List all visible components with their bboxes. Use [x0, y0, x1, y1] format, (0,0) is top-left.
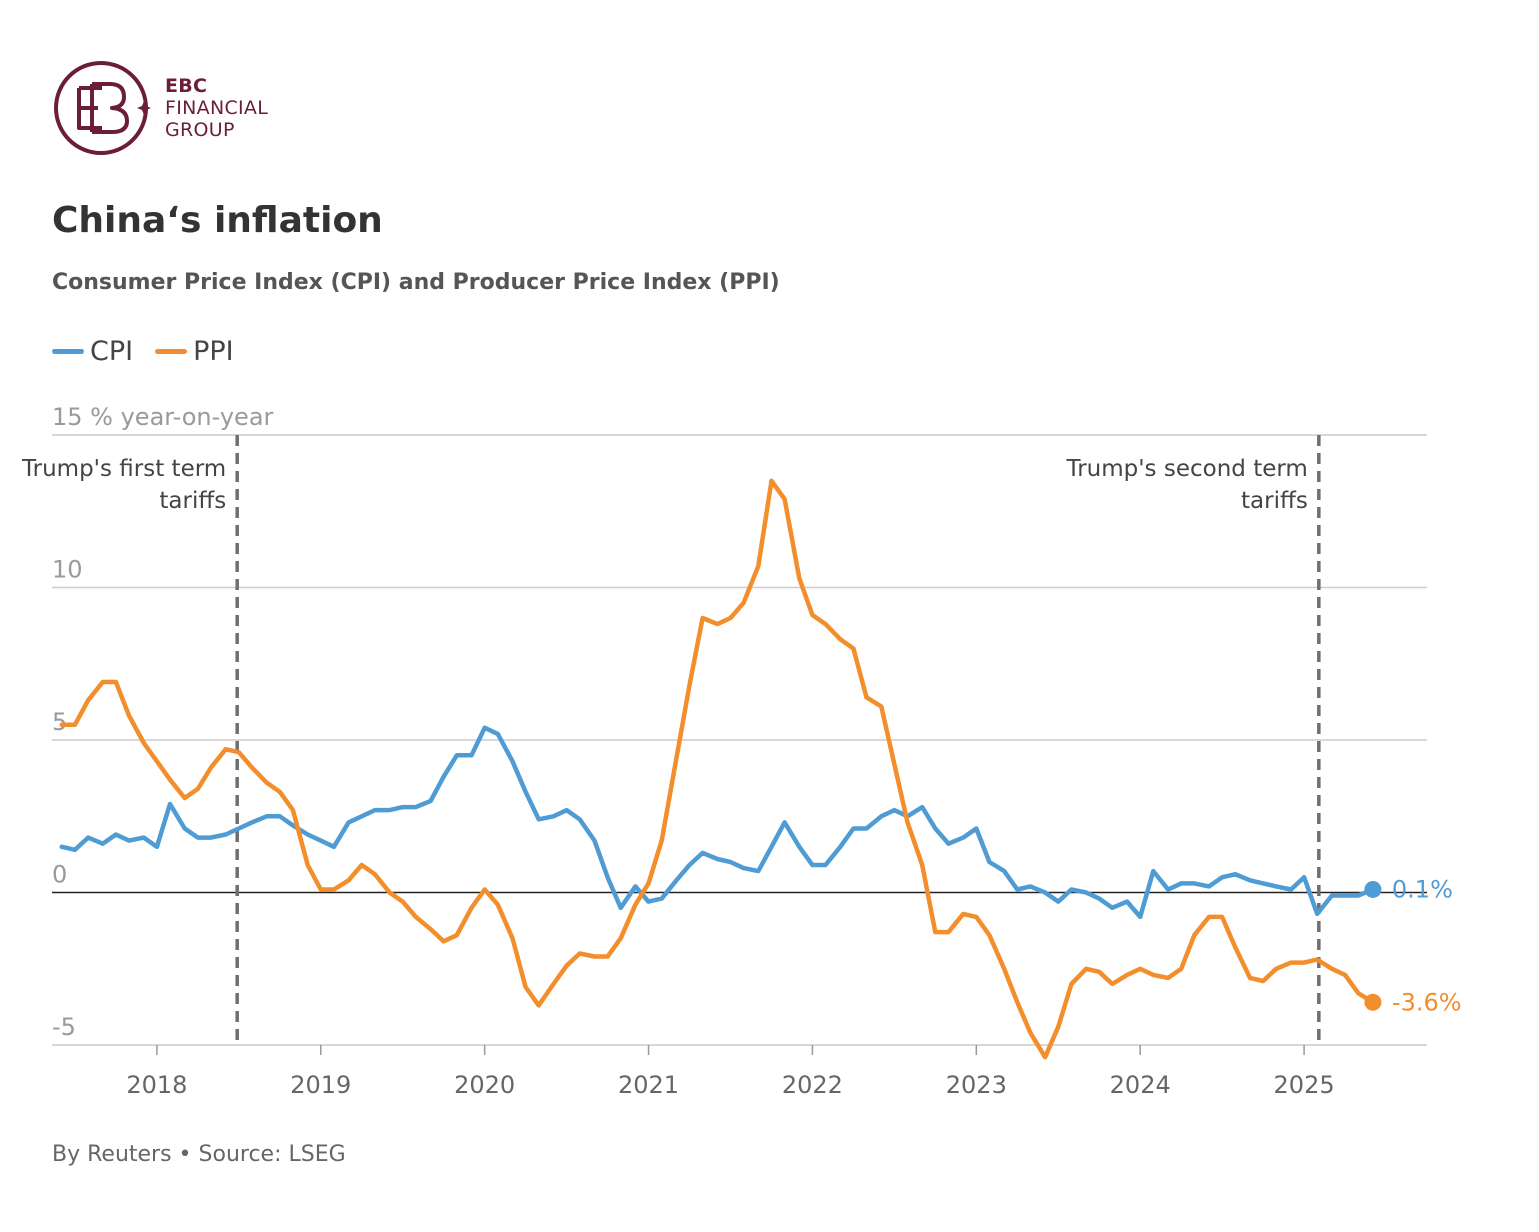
legend-label-cpi: CPI [90, 336, 134, 367]
legend-label-ppi: PPI [193, 336, 234, 367]
y-tick-label: 0 [52, 861, 67, 889]
legend-swatch-ppi [155, 349, 188, 354]
y-tick-label: -5 [52, 1013, 76, 1041]
series-line-cpi [59, 725, 1376, 920]
y-tick-label: 10 [52, 556, 83, 584]
series-line-ppi [59, 478, 1376, 1060]
x-tick-label: 2018 [126, 1071, 187, 1099]
y-tick-label: 5 [52, 708, 67, 736]
series-end-label-ppi: -3.6% [1392, 988, 1462, 1016]
source-footer: By Reuters • Source: LSEG [52, 1142, 346, 1167]
x-tick-label: 2020 [454, 1071, 515, 1099]
y-tick-label: 15 % year-on-year [52, 403, 274, 431]
annotation-label: tariffs [159, 488, 226, 514]
x-tick-label: 2019 [290, 1071, 351, 1099]
x-tick-label: 2022 [782, 1071, 843, 1099]
annotation-label: Trump's first term [21, 456, 226, 482]
series-end-point-cpi [1364, 880, 1382, 898]
x-tick-label: 2023 [946, 1071, 1007, 1099]
brand-line-2: FINANCIAL [165, 97, 269, 119]
brand-logo: EBC FINANCIAL GROUP [52, 60, 292, 160]
legend-swatch-cpi [52, 349, 84, 354]
x-tick-label: 2024 [1110, 1071, 1171, 1099]
chart-subtitle: Consumer Price Index (CPI) and Producer … [52, 270, 780, 295]
x-tick-label: 2021 [618, 1071, 679, 1099]
brand-line-3: GROUP [165, 119, 235, 141]
chart-legend: CPI PPI [52, 336, 256, 367]
annotation-label: Trump's second term [1066, 456, 1308, 482]
legend-item-ppi: PPI [155, 336, 234, 367]
series-end-label-cpi: 0.1% [1392, 875, 1453, 903]
x-tick-label: 2025 [1274, 1071, 1335, 1099]
annotation-label: tariffs [1241, 488, 1308, 514]
chart-title: China‘s inflation [52, 200, 383, 241]
ebc-logo-mark-icon [54, 61, 151, 155]
brand-line-1: EBC [165, 75, 208, 97]
brand-wordmark: EBC FINANCIAL GROUP [165, 75, 268, 141]
legend-item-cpi: CPI [52, 336, 133, 367]
series-end-point-ppi [1364, 993, 1382, 1011]
